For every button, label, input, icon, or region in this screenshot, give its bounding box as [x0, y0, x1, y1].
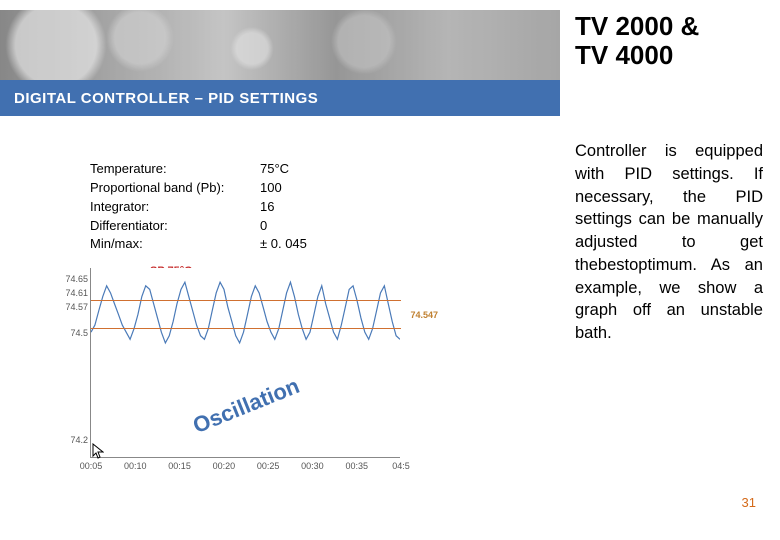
x-tick-label: 00:20 — [213, 461, 236, 471]
param-label: Integrator: — [90, 198, 260, 217]
parameter-table: Temperature:Proportional band (Pb):Integ… — [90, 160, 340, 254]
chart-plot-area: 74.547 00:0500:1000:1500:2000:2500:3000:… — [90, 268, 400, 458]
cursor-icon — [92, 443, 104, 459]
param-label: Proportional band (Pb): — [90, 179, 260, 198]
page-number: 31 — [742, 495, 756, 510]
oscillation-chart: SP 75°CΔ 0.089± 0.045 74.6574.6174.5774.… — [50, 268, 420, 483]
x-tick-label: 00:15 — [168, 461, 191, 471]
setpoint-band — [91, 300, 401, 329]
param-value: 0 — [260, 217, 340, 236]
y-tick-label: 74.2 — [50, 435, 88, 445]
x-tick-label: 00:05 — [80, 461, 103, 471]
slide-title: TV 2000 & TV 4000 — [575, 12, 770, 69]
section-bar-title: DIGITAL CONTROLLER – PID SETTINGS — [14, 90, 318, 107]
y-tick-label: 74.65 — [50, 274, 88, 284]
y-tick-label: 74.61 — [50, 288, 88, 298]
y-tick-label: 74.5 — [50, 328, 88, 338]
title-line-2: TV 4000 — [575, 41, 770, 70]
param-value: 16 — [260, 198, 340, 217]
x-tick-label: 00:35 — [345, 461, 368, 471]
x-tick-label: 00:25 — [257, 461, 280, 471]
x-tick-label: 00:30 — [301, 461, 324, 471]
setpoint-label: 74.547 — [410, 310, 438, 320]
title-line-1: TV 2000 & — [575, 12, 770, 41]
param-value: 100 — [260, 179, 340, 198]
param-label: Min/max: — [90, 235, 260, 254]
description-text: Controller is equipped with PID settings… — [575, 140, 763, 345]
y-tick-label: 74.57 — [50, 302, 88, 312]
section-bar: DIGITAL CONTROLLER – PID SETTINGS — [0, 80, 560, 116]
header-photo — [0, 10, 560, 80]
param-value: 75°C — [260, 160, 340, 179]
param-label: Temperature: — [90, 160, 260, 179]
param-label: Differentiator: — [90, 217, 260, 236]
x-tick-label: 04:5 — [392, 461, 410, 471]
x-tick-label: 00:10 — [124, 461, 147, 471]
param-value: ± 0. 045 — [260, 235, 340, 254]
